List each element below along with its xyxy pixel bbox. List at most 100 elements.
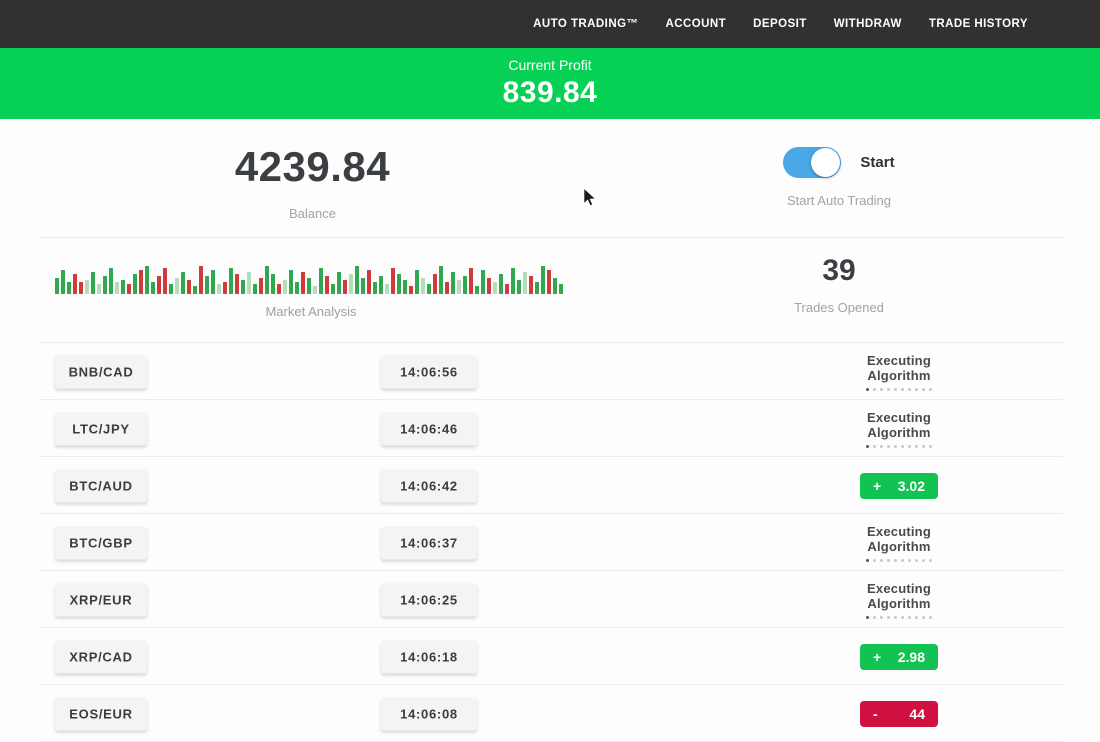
trade-row: LTC/JPY 14:06:46 Executing Algorithm: [0, 400, 1100, 457]
chart-bar: [199, 266, 203, 294]
chart-bar: [409, 286, 413, 294]
chart-bar: [427, 284, 431, 294]
pair-chip[interactable]: BTC/GBP: [55, 526, 147, 559]
progress-dots: [834, 444, 964, 448]
chart-bar: [475, 286, 479, 294]
trades-opened-block: 39 Trades Opened: [733, 254, 945, 315]
chart-bar: [373, 282, 377, 294]
account-stats-section: 4239.84 Balance Start Start Auto Trading: [0, 119, 1100, 237]
pair-chip[interactable]: LTC/JPY: [55, 412, 147, 445]
nav-item[interactable]: TRADE HISTORY: [928, 18, 1028, 30]
trades-opened-label: Trades Opened: [794, 300, 884, 315]
top-navbar: AUTO TRADING™ ACCOUNT DEPOSIT WITHDRAW T…: [0, 0, 1100, 48]
chart-bar: [403, 280, 407, 294]
trade-result-badge-profit: +3.02: [860, 472, 938, 499]
chart-bar: [241, 280, 245, 294]
chart-bar: [103, 276, 107, 294]
time-chip[interactable]: 14:06:08: [381, 697, 477, 730]
chart-bar: [511, 268, 515, 294]
chart-bar: [265, 266, 269, 294]
chart-bar: [517, 280, 521, 294]
chart-bar: [397, 274, 401, 294]
market-analysis-chart: [55, 262, 567, 294]
nav-item[interactable]: ACCOUNT: [665, 18, 727, 30]
trade-row: XRP/CAD 14:06:18 +2.98: [0, 628, 1100, 685]
current-profit-label: Current Profit: [508, 57, 592, 73]
chart-bar: [523, 272, 527, 294]
nav-item[interactable]: WITHDRAW: [833, 18, 902, 30]
chart-bar: [139, 270, 143, 294]
current-profit-banner: Current Profit 839.84: [0, 48, 1100, 119]
current-profit-value: 839.84: [502, 76, 598, 109]
balance-label: Balance: [289, 206, 336, 221]
chart-bar: [91, 272, 95, 294]
chart-bar: [529, 276, 533, 294]
chart-bar: [187, 280, 191, 294]
auto-trading-toggle[interactable]: [783, 147, 842, 178]
chart-bar: [469, 268, 473, 294]
chart-bar: [481, 270, 485, 294]
time-chip[interactable]: 14:06:42: [381, 469, 477, 502]
time-chip[interactable]: 14:06:46: [381, 412, 477, 445]
time-chip[interactable]: 14:06:37: [381, 526, 477, 559]
executing-algorithm-label: Executing Algorithm: [867, 580, 931, 611]
chart-bar: [445, 282, 449, 294]
chart-bar: [67, 282, 71, 294]
chart-bar: [235, 274, 239, 294]
chart-bar: [547, 270, 551, 294]
chart-bar: [193, 286, 197, 294]
chart-bar: [355, 266, 359, 294]
market-stats-section: Market Analysis 39 Trades Opened: [0, 238, 1100, 342]
trades-list: BNB/CAD 14:06:56 Executing Algorithm LTC…: [0, 343, 1100, 742]
chart-bar: [367, 270, 371, 294]
trade-status: Executing Algorithm: [834, 524, 964, 562]
divider: [41, 237, 1063, 238]
pair-chip[interactable]: BTC/AUD: [55, 469, 147, 502]
trade-row: BTC/AUD 14:06:42 +3.02: [0, 457, 1100, 514]
time-chip[interactable]: 14:06:18: [381, 640, 477, 673]
chart-bar: [277, 284, 281, 294]
chart-bar: [253, 284, 257, 294]
chart-bar: [325, 276, 329, 294]
progress-dots: [834, 558, 964, 562]
trade-status: -44: [834, 700, 964, 727]
chart-bar: [463, 276, 467, 294]
pair-chip[interactable]: EOS/EUR: [55, 697, 147, 730]
chart-bar: [283, 280, 287, 294]
executing-algorithm-label: Executing Algorithm: [867, 409, 931, 440]
market-analysis-label: Market Analysis: [265, 304, 357, 319]
chart-bar: [415, 270, 419, 294]
progress-dots: [834, 615, 964, 619]
executing-algorithm-label: Executing Algorithm: [867, 523, 931, 554]
time-chip[interactable]: 14:06:56: [381, 355, 477, 388]
chart-bar: [421, 278, 425, 294]
trade-status: +2.98: [834, 643, 964, 670]
pair-chip[interactable]: XRP/EUR: [55, 583, 147, 616]
balance-block: 4239.84 Balance: [160, 143, 465, 221]
chart-bar: [307, 278, 311, 294]
nav-item[interactable]: DEPOSIT: [753, 18, 807, 30]
chart-bar: [457, 280, 461, 294]
trades-opened-value: 39: [822, 254, 856, 287]
chart-bar: [433, 274, 437, 294]
time-chip[interactable]: 14:06:25: [381, 583, 477, 616]
chart-bar: [301, 272, 305, 294]
executing-algorithm-label: Executing Algorithm: [867, 352, 931, 383]
chart-bar: [331, 284, 335, 294]
chart-bar: [61, 270, 65, 294]
chart-bar: [391, 268, 395, 294]
pair-chip[interactable]: BNB/CAD: [55, 355, 147, 388]
trade-result-badge-profit: +2.98: [860, 643, 938, 670]
chart-bar: [289, 270, 293, 294]
chart-bar: [535, 282, 539, 294]
chart-bar: [211, 270, 215, 294]
pair-chip[interactable]: XRP/CAD: [55, 640, 147, 673]
trade-status: Executing Algorithm: [834, 410, 964, 448]
chart-bar: [109, 268, 113, 294]
nav-item[interactable]: AUTO TRADING™: [533, 18, 639, 30]
chart-bar: [487, 278, 491, 294]
trade-status: +3.02: [834, 472, 964, 499]
trade-row: EOS/EUR 14:06:08 -44: [0, 685, 1100, 742]
toggle-start-label: Start: [860, 154, 895, 171]
chart-bar: [559, 284, 563, 294]
